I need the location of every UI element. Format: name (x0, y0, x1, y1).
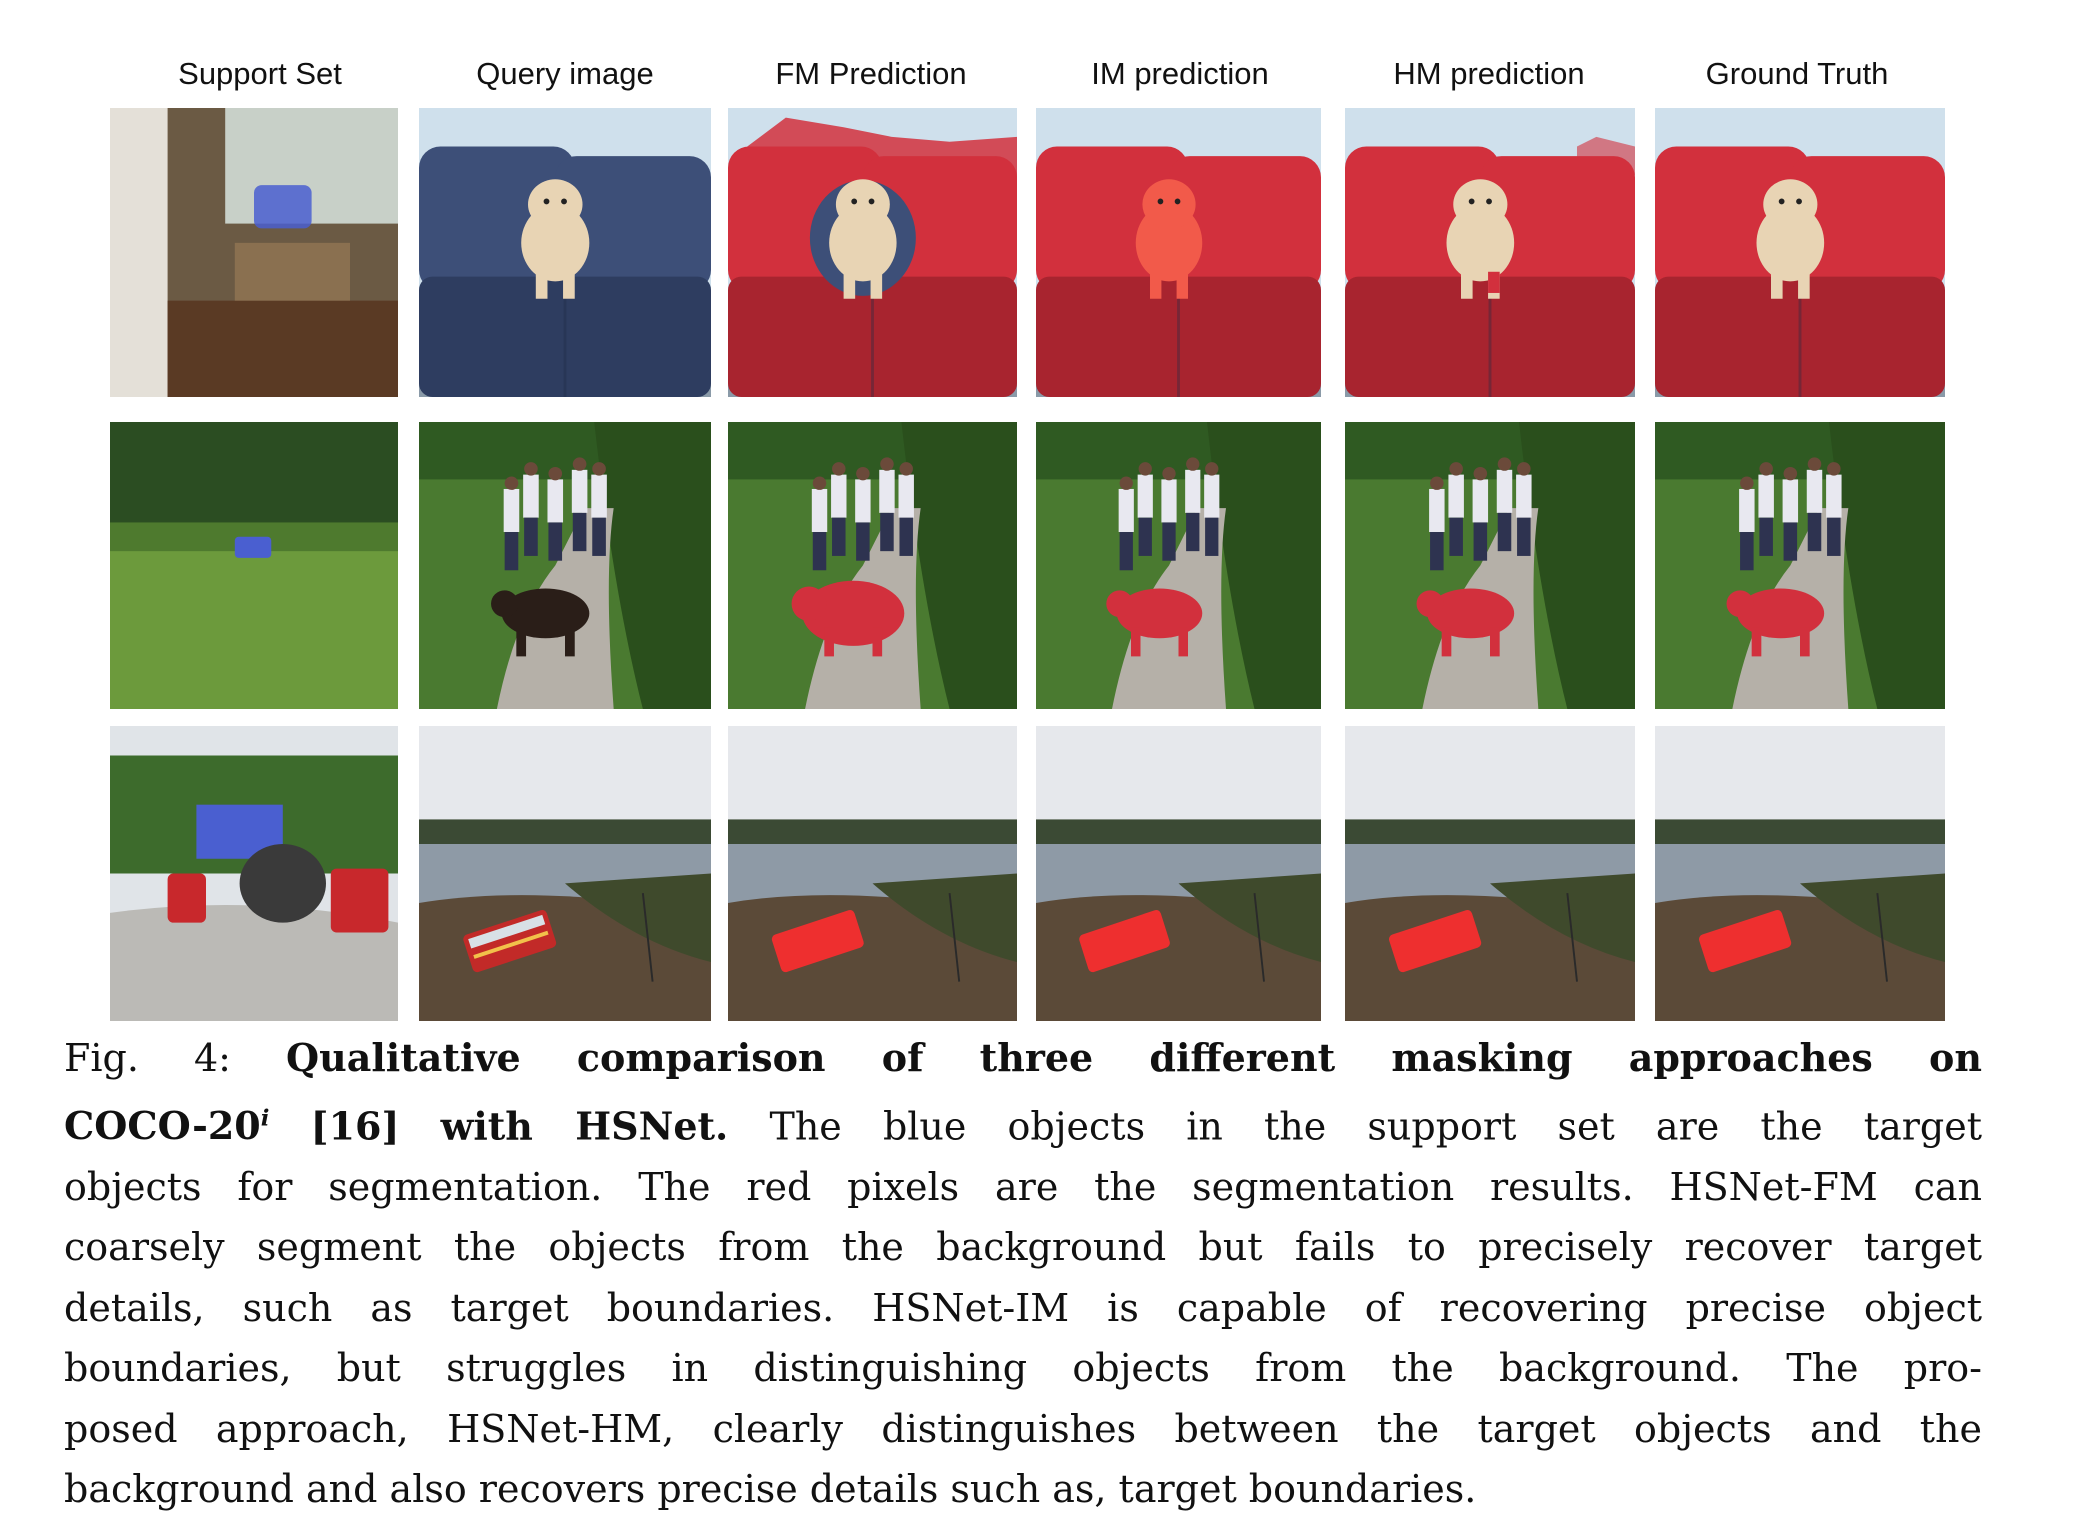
image-bus-at-harbor-im-prediction (1036, 726, 1321, 1021)
caption-line-2: COCO-20i [16] with HSNet. The blue objec… (64, 1089, 1982, 1157)
col-header-ground-truth: Ground Truth (1705, 56, 1889, 91)
caption-line-6: boundaries, but struggles in distinguish… (64, 1346, 1982, 1391)
image-bus-at-harbor-ground-truth (1655, 726, 1945, 1021)
caption-line-7: posed approach, HSNet-HM, clearly distin… (64, 1406, 1982, 1451)
image-bear-on-path-im-prediction (1036, 422, 1321, 709)
image-bus-at-harbor-fm-prediction (728, 726, 1017, 1021)
caption-dataset-name: COCO-20i (64, 1103, 270, 1149)
caption-method: with HSNet. (440, 1103, 729, 1149)
caption-reference: [16] (310, 1103, 400, 1149)
figure-label: Fig. 4: (64, 1036, 231, 1080)
caption-line-8: background and also recovers precise det… (64, 1467, 1477, 1512)
image-sofa-with-dog-ground-truth (1655, 108, 1945, 397)
image-bear-on-path-support-set (110, 422, 398, 709)
image-sofa-with-dog-query-image (419, 108, 711, 397)
figure-caption: Fig. 4: Qualitative comparison of three … (64, 1028, 1982, 1520)
col-header-im-prediction: IM prediction (1091, 56, 1269, 91)
caption-line-1: Fig. 4: Qualitative comparison of three … (64, 1028, 1982, 1089)
image-sofa-with-dog-hm-prediction (1345, 108, 1635, 397)
image-bus-at-harbor-query-image (419, 726, 711, 1021)
image-bear-on-path-ground-truth (1655, 422, 1945, 709)
caption-superscript: i (260, 1105, 270, 1132)
image-bus-at-harbor-support-set (110, 726, 398, 1021)
image-sofa-with-dog-support-set (110, 108, 398, 397)
caption-line-2-rest: The blue objects in the support set are … (769, 1104, 1982, 1149)
image-bear-on-path-query-image (419, 422, 711, 709)
caption-line-4: coarsely segment the objects from the ba… (64, 1225, 1982, 1270)
image-sofa-with-dog-im-prediction (1036, 108, 1321, 397)
caption-bold-title: Qualitative comparison of three differen… (286, 1035, 1982, 1080)
col-header-query-image: Query image (476, 56, 654, 91)
col-header-fm-prediction: FM Prediction (775, 56, 967, 91)
image-bus-at-harbor-hm-prediction (1345, 726, 1635, 1021)
image-sofa-with-dog-fm-prediction (728, 108, 1017, 397)
caption-line-5: details, such as target boundaries. HSNe… (64, 1285, 1982, 1330)
caption-line-3: objects for segmentation. The red pixels… (64, 1164, 1982, 1209)
col-header-hm-prediction: HM prediction (1393, 56, 1585, 91)
col-header-support-set: Support Set (178, 56, 342, 91)
image-bear-on-path-fm-prediction (728, 422, 1017, 709)
image-bear-on-path-hm-prediction (1345, 422, 1635, 709)
